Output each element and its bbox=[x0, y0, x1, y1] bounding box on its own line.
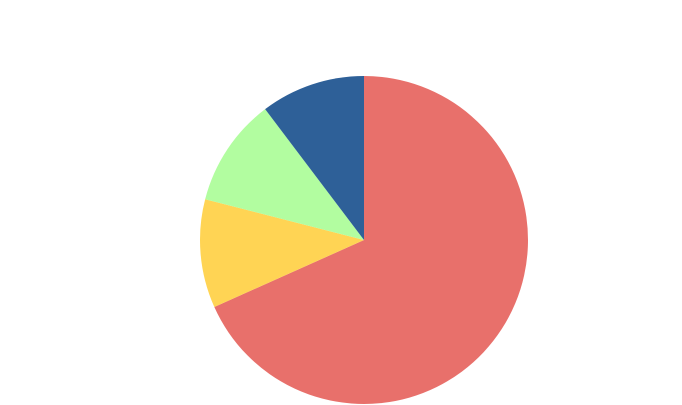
pie-slice-4 bbox=[265, 76, 364, 240]
pie-slice-1 bbox=[214, 76, 529, 404]
pie-slice-2 bbox=[199, 199, 364, 308]
pie-slice-3 bbox=[205, 109, 364, 240]
